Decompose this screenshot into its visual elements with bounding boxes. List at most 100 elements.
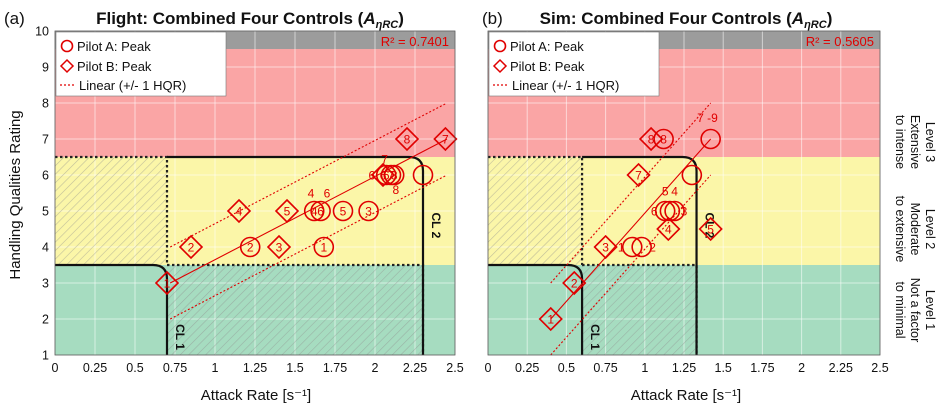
svg-text:Not a factor: Not a factor — [908, 278, 922, 343]
x-tick-label: 2.25 — [829, 361, 853, 375]
x-tick-label: 2.5 — [446, 361, 463, 375]
pilot-a-point-label: 8 — [660, 133, 667, 147]
pilot-a-point-label: 5 — [340, 205, 347, 219]
point-annotation: 5 — [662, 185, 669, 199]
pilot-a-point — [303, 200, 325, 222]
pilot-b-point-label: 5 — [284, 205, 291, 219]
point-annotation: 1 — [618, 241, 625, 255]
x-tick-label: 1.75 — [323, 361, 347, 375]
x-tick-label: 2 — [372, 361, 379, 375]
pilot-a-point — [412, 164, 434, 186]
pilot-b-point — [593, 234, 618, 260]
cl2-boundary-line — [167, 155, 425, 355]
point-annotation: 7 -9 — [697, 111, 718, 125]
pilot-a-point-label: 2 — [247, 241, 254, 255]
x-tick-label: 2.25 — [403, 361, 427, 375]
pilot-b-point-label: 7 — [442, 133, 449, 147]
pilot-b-point — [266, 234, 292, 260]
x-tick-label: 0.75 — [163, 361, 187, 375]
y-tick-label: 2 — [42, 313, 49, 327]
r-squared-label: R² = 0.7401 — [381, 34, 449, 49]
panel-a-x-axis-label: Attack Rate [s⁻¹] — [201, 387, 311, 404]
y-tick-label: 6 — [42, 169, 49, 183]
pilot-b-point-label: 2 — [188, 241, 195, 255]
panel-b-title: Sim: Combined Four Controls (AηRC) — [540, 9, 833, 31]
pilot-a-point — [621, 236, 643, 258]
pilot-b-point — [626, 162, 651, 188]
point-annotation: 2 — [649, 241, 656, 255]
y-tick-label: 3 — [42, 277, 49, 291]
pilot-b-point — [638, 126, 664, 152]
x-tick-label: 1.25 — [243, 361, 267, 375]
pilot-b-point — [274, 198, 300, 224]
pilot-b-point-label: 1 — [547, 313, 554, 327]
cl2-label: CL 2 — [703, 213, 717, 239]
pilot-b-point — [433, 126, 458, 152]
legend: Pilot A: Peak Pilot B: Peak Linear (+/- 1 … — [488, 31, 660, 97]
x-tick-label: 0.75 — [593, 361, 617, 375]
panel-b-label: (b) — [482, 9, 503, 28]
x-tick-label: 1 — [212, 361, 219, 375]
pilot-b-point — [698, 216, 723, 242]
pilot-b-point — [178, 234, 204, 260]
legend-pilot-a-marker — [493, 39, 507, 53]
point-annotation: 7 — [381, 152, 388, 166]
pilot-a-point — [700, 128, 721, 150]
legend-linear-label: Linear (+/- 1 HQR) — [79, 78, 186, 93]
pilot-b-point-label: 3 — [276, 241, 283, 255]
x-tick-label: 1.5 — [286, 361, 303, 375]
x-tick-label: 2.5 — [871, 361, 888, 375]
r-squared-label: R² = 0.5605 — [806, 34, 874, 49]
pilot-b-point-label: 8 — [404, 133, 411, 147]
pilot-a-point — [239, 236, 261, 258]
x-tick-label: 1.75 — [750, 361, 774, 375]
legend-pilot-b-label: Pilot B: Peak — [510, 59, 585, 74]
regression-line — [169, 138, 448, 284]
pilot-a-point — [664, 200, 685, 222]
legend: Pilot A: Peak Pilot B: Peak Linear (+/- 1 … — [55, 31, 227, 97]
pilot-b-point — [370, 162, 396, 188]
regression-band-upper — [550, 102, 712, 284]
regression-band-lower — [169, 174, 448, 320]
pilot-b-point-label: 4 — [236, 205, 243, 219]
level-3-label: Level 3 Extensive to intense — [893, 115, 937, 169]
point-annotation: 6 — [324, 187, 331, 201]
legend-pilot-b-marker — [59, 58, 75, 74]
pilot-a-point — [681, 164, 703, 186]
cl2-boundary-line — [582, 155, 698, 355]
point-annotation: 4 — [671, 185, 678, 199]
y-axis-label: Handling Qualities Rating — [7, 110, 24, 279]
x-tick-label: 0.5 — [126, 361, 143, 375]
pilot-b-point — [154, 270, 180, 296]
svg-text:to extensive: to extensive — [893, 196, 907, 263]
legend-box — [488, 31, 660, 97]
y-tick-label: 1 — [42, 349, 49, 363]
pilot-b-point-label: 5 — [707, 223, 714, 237]
hatched-border-upper — [488, 155, 584, 265]
pilot-b-point — [226, 198, 252, 224]
pilot-a-point — [631, 236, 652, 258]
x-tick-label: 0.25 — [83, 361, 107, 375]
pilot-a-point-label: 6 — [383, 169, 390, 183]
x-tick-label: 1 — [641, 361, 648, 375]
panel-b-x-axis-label: Attack Rate [s⁻¹] — [631, 387, 741, 404]
pilot-b-point-label: 8 — [648, 133, 655, 147]
pilot-b-point-label: 7 — [635, 169, 642, 183]
pilot-b-point — [562, 270, 587, 296]
cl1-label: CL 1 — [588, 324, 602, 350]
legend-linear-label: Linear (+/- 1 HQR) — [512, 78, 619, 93]
svg-text:Level 2: Level 2 — [923, 209, 937, 249]
hatched-region-upper — [55, 157, 167, 265]
hatched-region-lower — [582, 265, 697, 355]
hatched-region-lower — [167, 265, 423, 355]
pilot-a-point-label: 3 — [365, 205, 372, 219]
x-tick-label: 0.25 — [515, 361, 539, 375]
svg-text:Extensive: Extensive — [908, 115, 922, 169]
x-tick-label: 1.25 — [672, 361, 696, 375]
svg-text:Level 3: Level 3 — [923, 122, 937, 162]
point-annotation: 6 — [368, 169, 375, 183]
x-tick-label: 0 — [52, 361, 59, 375]
